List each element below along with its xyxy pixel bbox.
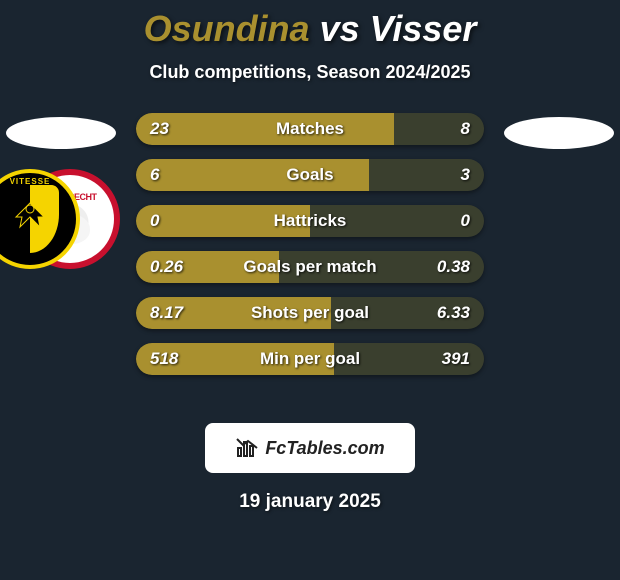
stat-bar: 518391Min per goal bbox=[136, 343, 484, 375]
ellipse-left bbox=[6, 117, 116, 149]
stat-bars: 238Matches 63Goals 00Hattricks 0.260.38Goal… bbox=[136, 113, 484, 389]
player1-name: Osundina bbox=[144, 8, 310, 49]
stat-label: Shots per goal bbox=[136, 303, 484, 323]
date-text: 19 january 2025 bbox=[0, 491, 620, 513]
stat-label: Hattricks bbox=[136, 211, 484, 231]
stat-bar: 8.176.33Shots per goal bbox=[136, 297, 484, 329]
eagle-icon bbox=[8, 199, 52, 231]
chart-icon bbox=[235, 436, 259, 460]
stat-label: Min per goal bbox=[136, 349, 484, 369]
player2-name: Visser bbox=[370, 8, 477, 49]
brand-badge: FcTables.com bbox=[205, 423, 415, 473]
stat-bar: 0.260.38Goals per match bbox=[136, 251, 484, 283]
stat-label: Goals per match bbox=[136, 257, 484, 277]
stat-label: Matches bbox=[136, 119, 484, 139]
brand-text: FcTables.com bbox=[265, 438, 384, 459]
page-title: Osundina vs Visser bbox=[0, 0, 620, 50]
subtitle: Club competitions, Season 2024/2025 bbox=[0, 62, 620, 83]
ellipse-right bbox=[504, 117, 614, 149]
comparison-area: DORDRECHT VITESSE 238Matches63Goals00Hat… bbox=[0, 113, 620, 413]
stat-bar: 63Goals bbox=[136, 159, 484, 191]
vs-text: vs bbox=[320, 8, 360, 49]
stat-bar: 00Hattricks bbox=[136, 205, 484, 237]
stat-bar: 238Matches bbox=[136, 113, 484, 145]
stat-label: Goals bbox=[136, 165, 484, 185]
